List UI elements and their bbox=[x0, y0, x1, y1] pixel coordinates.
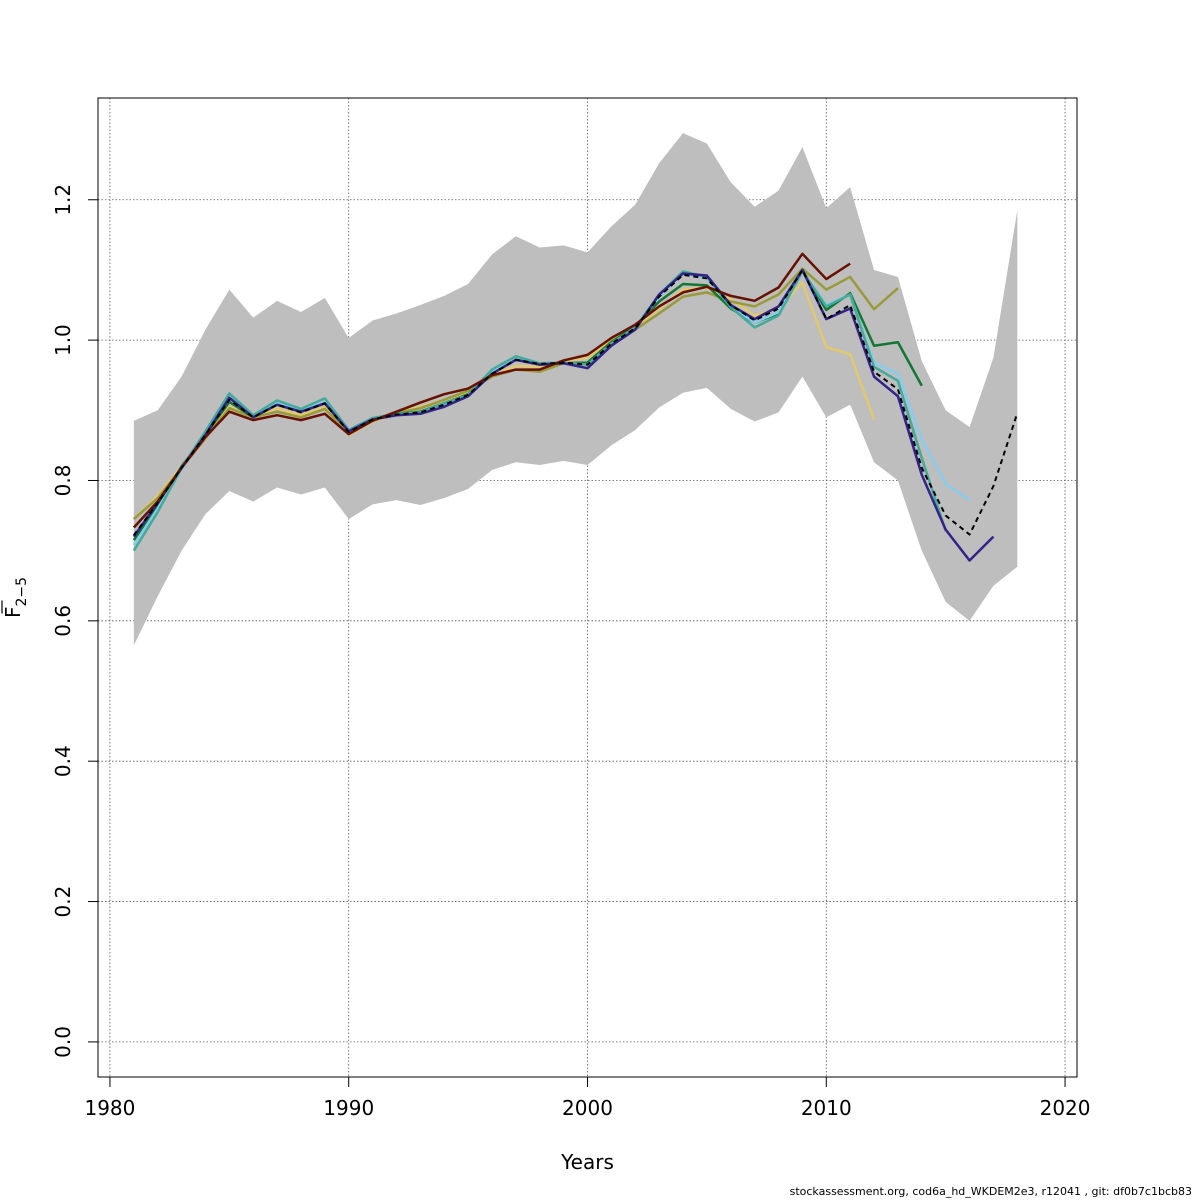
series-line-7 bbox=[133, 268, 1019, 536]
y-tick-label-0.6: 0.6 bbox=[51, 605, 75, 637]
x-tick-label-1980: 1980 bbox=[84, 1096, 135, 1120]
x-tick-label-2010: 2010 bbox=[801, 1096, 852, 1120]
y-tick-label-0.2: 0.2 bbox=[51, 886, 75, 918]
y-tick-label-0.4: 0.4 bbox=[51, 745, 75, 777]
y-axis-title: F2−5 bbox=[1, 577, 30, 618]
series-line-6 bbox=[132, 252, 851, 529]
x-axis-title: Years bbox=[560, 1150, 614, 1174]
grid-lines bbox=[98, 98, 1077, 1077]
y-tick-label-1: 1.0 bbox=[51, 324, 75, 356]
y-tick-label-0: 0.0 bbox=[51, 1026, 75, 1058]
y-tick-label-1.2: 1.2 bbox=[51, 184, 75, 216]
y-axis: 0.0 0.2 0.4 0.6 0.8 1.0 1.2 bbox=[51, 184, 99, 1058]
x-tick-label-2000: 2000 bbox=[562, 1096, 613, 1120]
plot-frame bbox=[97, 97, 1078, 1078]
y-axis-title-main: F bbox=[1, 607, 25, 619]
x-tick-label-2020: 2020 bbox=[1040, 1096, 1091, 1120]
confidence-band bbox=[133, 133, 1018, 646]
footer-credit: stockassessment.org, cod6a_hd_WKDEM2e3, … bbox=[789, 1185, 1192, 1198]
x-tick-label-1990: 1990 bbox=[323, 1096, 374, 1120]
y-tick-label-0.8: 0.8 bbox=[51, 465, 75, 497]
svg-text:F2−5: F2−5 bbox=[1, 577, 30, 618]
series-lines bbox=[132, 252, 1019, 562]
y-axis-title-subscript: 2−5 bbox=[14, 577, 30, 607]
series-line-4 bbox=[132, 270, 947, 552]
x-axis: 1980 1990 2000 2010 2020 bbox=[84, 1076, 1091, 1120]
confidence-band-area bbox=[133, 133, 1018, 646]
